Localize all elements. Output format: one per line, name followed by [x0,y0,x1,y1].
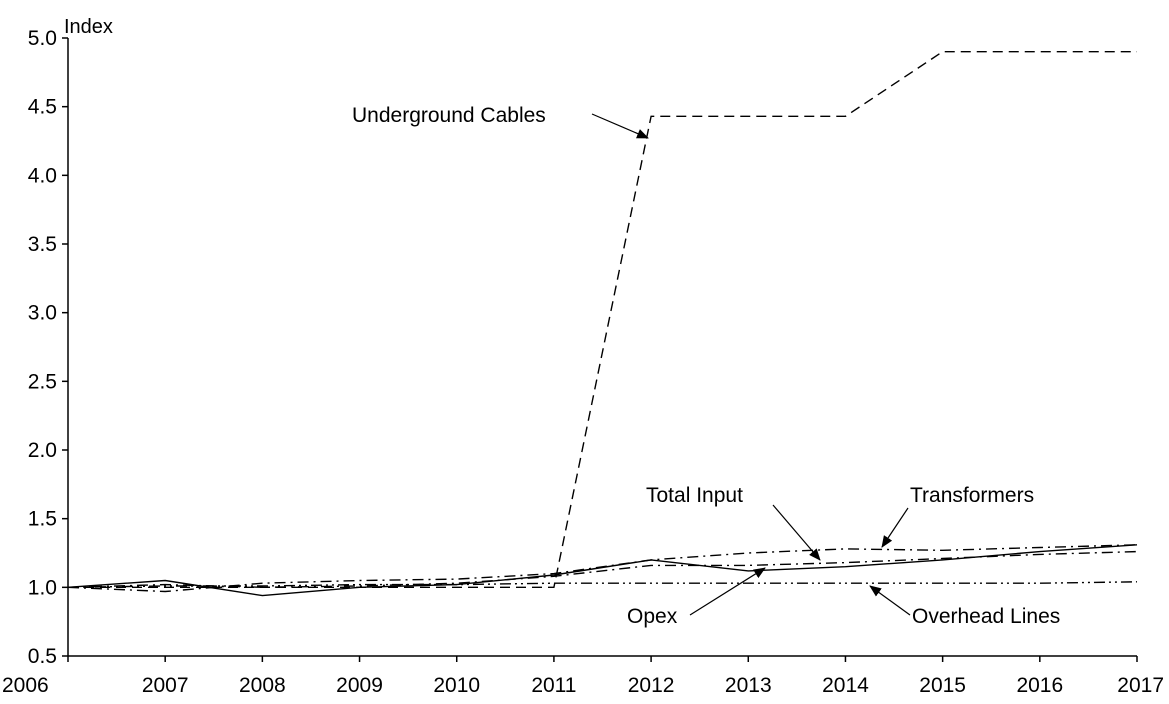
chart-annotations: Underground Cables Total Input Transformer… [352,104,1060,628]
annotation-label-underground-cables: Underground Cables [352,104,546,127]
annotation-arrow-overhead-lines [869,585,911,616]
annotation-arrow-transformers [881,507,909,548]
annotation-arrow-underground-cables [591,113,649,139]
axis-ticks: 0.5 1.0 1.5 2.0 2.5 3.0 3.5 4.0 4.5 5.0 2006 2007 20… [2,27,1164,697]
series-lines [67,51,1138,597]
x-tick-label: 2009 [336,674,383,697]
x-tick-label: 2006 [2,674,49,697]
series-line-overhead-lines [67,581,1138,588]
x-tick-label: 2011 [531,674,576,697]
y-tick-label: 3.0 [28,302,57,325]
annotation-arrow-total-input [772,504,821,561]
y-axis-title: Index [64,16,113,38]
y-tick-label: 0.5 [28,645,57,668]
annotation-label-transformers: Transformers [910,484,1034,507]
series-line-total-input [67,550,1138,589]
x-tick-label: 2013 [725,674,772,697]
annotation-arrow-opex [689,567,766,616]
x-tick-label: 2017 [1117,674,1164,697]
y-tick-label: 1.0 [28,576,57,599]
y-tick-label: 4.0 [28,164,57,187]
annotation-label-opex: Opex [627,605,678,628]
x-tick-label: 2012 [628,674,675,697]
y-tick-label: 5.0 [28,27,57,50]
y-tick-label: 3.5 [28,233,57,256]
y-tick-label: 2.5 [28,370,57,393]
y-tick-label: 4.5 [28,96,57,119]
x-tick-label: 2016 [1016,674,1063,697]
x-tick-label: 2015 [919,674,966,697]
x-tick-label: 2008 [239,674,286,697]
annotation-label-overhead-lines: Overhead Lines [912,605,1060,628]
x-tick-label: 2014 [822,674,869,697]
x-tick-label: 2007 [142,674,189,697]
y-tick-label: 2.0 [28,439,57,462]
y-tick-label: 1.5 [28,508,57,531]
x-tick-label: 2010 [433,674,480,697]
series-line-transformers [67,544,1138,593]
chart-axes: Index [64,16,1137,657]
annotation-label-total-input: Total Input [646,484,743,507]
